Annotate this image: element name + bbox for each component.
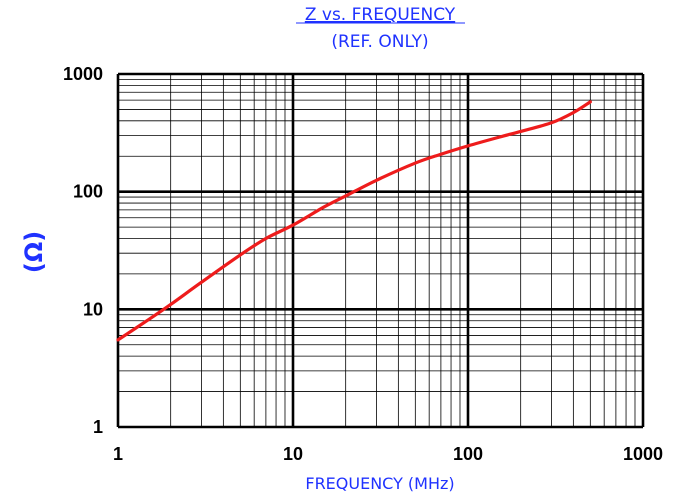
x-tick-label: 1000 — [623, 444, 663, 464]
tick-label-layer: 1 10 100 1000 1 10 100 1000 — [63, 64, 663, 464]
impedance-curve — [116, 100, 592, 342]
chart-subtitle: (REF. ONLY) — [331, 32, 428, 52]
grid-layer — [116, 72, 645, 429]
x-axis-label: FREQUENCY (MHz) — [305, 474, 454, 493]
y-tick-label: 1000 — [63, 64, 103, 84]
x-tick-label: 100 — [453, 444, 483, 464]
y-tick-label: 100 — [73, 182, 103, 202]
x-tick-label: 1 — [113, 444, 123, 464]
y-tick-label: 10 — [83, 299, 103, 319]
chart-title: Z vs. FREQUENCY — [305, 5, 456, 25]
x-tick-label: 10 — [283, 444, 303, 464]
y-tick-label: 1 — [93, 417, 103, 437]
y-axis-label: (Ω) — [20, 231, 48, 273]
series-layer — [116, 100, 592, 342]
